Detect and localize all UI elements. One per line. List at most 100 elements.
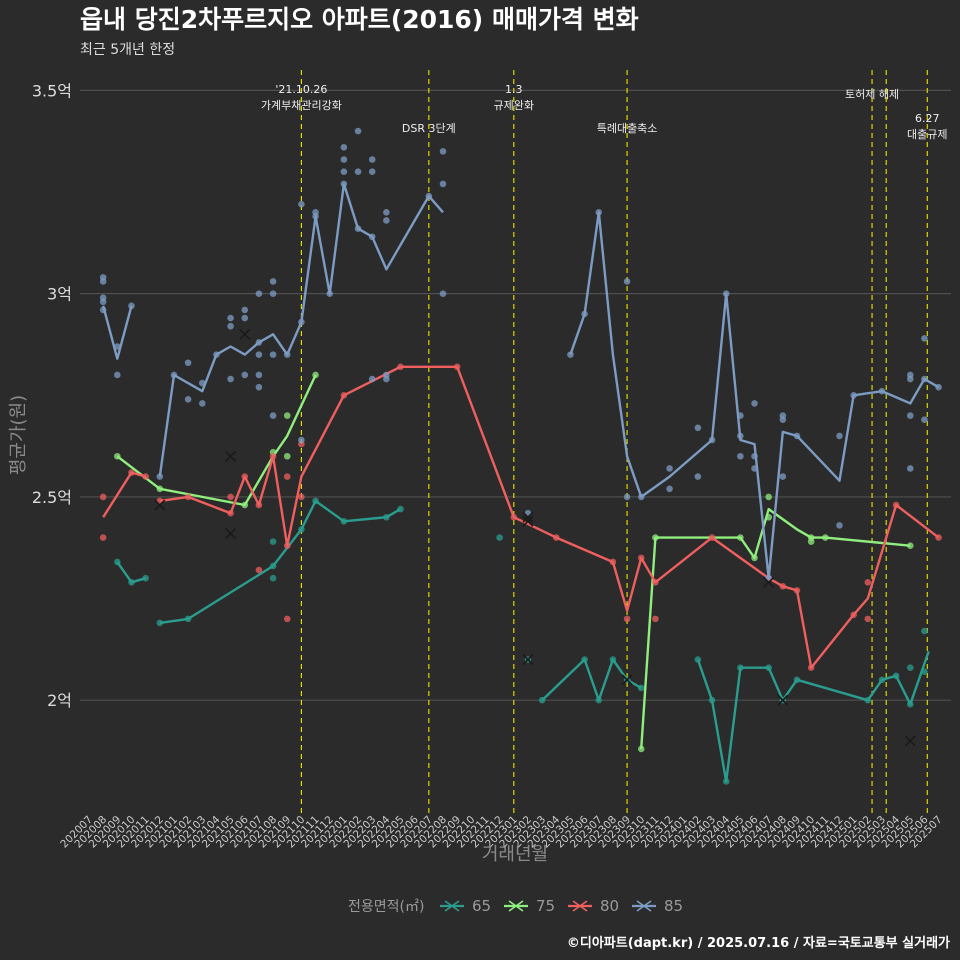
data-point-85 bbox=[439, 148, 447, 155]
y-axis-label: 평균가(원) bbox=[8, 395, 29, 475]
data-point-85 bbox=[906, 412, 914, 419]
data-point-80 bbox=[128, 469, 135, 476]
series-layer bbox=[99, 127, 942, 785]
data-point-65 bbox=[383, 513, 390, 521]
outlier-marker-80 bbox=[154, 499, 166, 511]
data-point-85 bbox=[906, 465, 914, 472]
policy-event-label: 규제완화 bbox=[494, 99, 534, 112]
data-point-85 bbox=[255, 383, 263, 391]
data-point-85 bbox=[156, 473, 164, 480]
data-point-80 bbox=[637, 554, 645, 562]
data-point-85 bbox=[198, 379, 206, 387]
data-point-75 bbox=[751, 554, 758, 562]
data-point-65 bbox=[269, 574, 277, 582]
data-point-85 bbox=[383, 375, 390, 383]
data-point-80 bbox=[864, 615, 872, 623]
data-point-85 bbox=[99, 278, 107, 285]
policy-event-label: DSR 3단계 bbox=[402, 122, 456, 135]
data-point-80 bbox=[227, 509, 234, 517]
data-point-85 bbox=[623, 278, 631, 285]
data-point-85 bbox=[595, 209, 603, 216]
data-point-85 bbox=[737, 432, 744, 440]
data-point-85 bbox=[708, 436, 716, 444]
data-point-65 bbox=[921, 668, 928, 676]
data-point-65 bbox=[694, 656, 702, 663]
data-point-85 bbox=[425, 192, 433, 200]
data-point-85 bbox=[269, 412, 277, 419]
data-point-85 bbox=[114, 371, 121, 379]
data-point-80 bbox=[397, 363, 404, 371]
data-point-85 bbox=[637, 493, 645, 501]
policy-event-label: 6.27 bbox=[915, 112, 940, 125]
data-point-85 bbox=[227, 314, 234, 322]
data-point-85 bbox=[383, 209, 390, 216]
data-point-85 bbox=[737, 412, 744, 419]
data-point-65 bbox=[142, 574, 149, 582]
data-point-85 bbox=[99, 306, 107, 314]
policy-event-label: 특례대출축소 bbox=[597, 122, 658, 135]
data-point-85 bbox=[340, 168, 348, 175]
data-point-85 bbox=[737, 452, 744, 460]
data-point-85 bbox=[184, 396, 192, 403]
data-point-85 bbox=[198, 400, 206, 407]
data-point-65 bbox=[906, 664, 914, 671]
data-point-85 bbox=[99, 298, 107, 306]
data-point-80 bbox=[510, 513, 518, 521]
data-point-80 bbox=[652, 578, 659, 586]
data-point-85 bbox=[694, 473, 702, 480]
chart-subtitle: 최근 5개년 한정 bbox=[80, 42, 175, 58]
outlier-marker-65 bbox=[522, 653, 534, 666]
data-point-65 bbox=[184, 615, 192, 623]
data-point-85 bbox=[241, 371, 249, 379]
chart-title: 읍내 당진2차푸르지오 아파트(2016) 매매가격 변화 bbox=[80, 5, 639, 34]
data-point-85 bbox=[114, 343, 121, 350]
data-point-85 bbox=[241, 306, 249, 314]
series-75 bbox=[114, 371, 914, 753]
data-point-85 bbox=[439, 180, 447, 188]
data-point-75 bbox=[737, 534, 744, 541]
data-point-85 bbox=[255, 351, 263, 358]
data-point-65 bbox=[496, 534, 503, 541]
data-point-80 bbox=[298, 493, 305, 501]
policy-event-label: 1.3 bbox=[505, 83, 523, 96]
data-point-75 bbox=[652, 534, 659, 541]
data-point-80 bbox=[340, 391, 348, 399]
data-point-85 bbox=[368, 233, 376, 241]
data-point-65 bbox=[128, 578, 135, 586]
data-point-85 bbox=[298, 318, 305, 326]
data-point-85 bbox=[836, 432, 843, 440]
legend-item-80: 80 bbox=[568, 897, 619, 915]
legend-label: 75 bbox=[536, 897, 555, 915]
policy-event-label: 대출규제 bbox=[907, 128, 947, 141]
y-axis-ticks: 2억 2.5억 3억 3.5억 bbox=[32, 81, 72, 710]
outlier-marker-85 bbox=[522, 511, 534, 523]
data-point-85 bbox=[921, 335, 928, 342]
data-point-85 bbox=[581, 310, 588, 318]
legend-label: 65 bbox=[472, 897, 491, 915]
legend-title: 전용면적(㎡) bbox=[348, 899, 424, 915]
outlier-marker-65 bbox=[777, 694, 789, 706]
legend-swatch-cross bbox=[508, 900, 524, 912]
data-point-85 bbox=[269, 278, 277, 285]
data-point-75 bbox=[312, 371, 319, 379]
data-point-85 bbox=[751, 400, 758, 407]
data-point-75 bbox=[283, 412, 291, 419]
legend-label: 85 bbox=[664, 897, 683, 915]
data-point-85 bbox=[666, 485, 673, 493]
data-point-85 bbox=[340, 180, 348, 188]
data-point-65 bbox=[538, 696, 546, 704]
series-85 bbox=[99, 127, 942, 588]
y-tick-label: 3억 bbox=[47, 285, 72, 304]
data-point-80 bbox=[652, 615, 659, 623]
data-point-80 bbox=[269, 452, 277, 460]
data-point-80 bbox=[99, 534, 107, 541]
data-point-65 bbox=[581, 656, 588, 663]
data-point-85 bbox=[213, 351, 220, 358]
policy-event-label: 토허제 해제 bbox=[845, 87, 899, 101]
data-point-80 bbox=[99, 493, 107, 501]
data-point-65 bbox=[722, 778, 730, 785]
data-point-80 bbox=[779, 583, 787, 590]
data-point-85 bbox=[368, 168, 376, 175]
